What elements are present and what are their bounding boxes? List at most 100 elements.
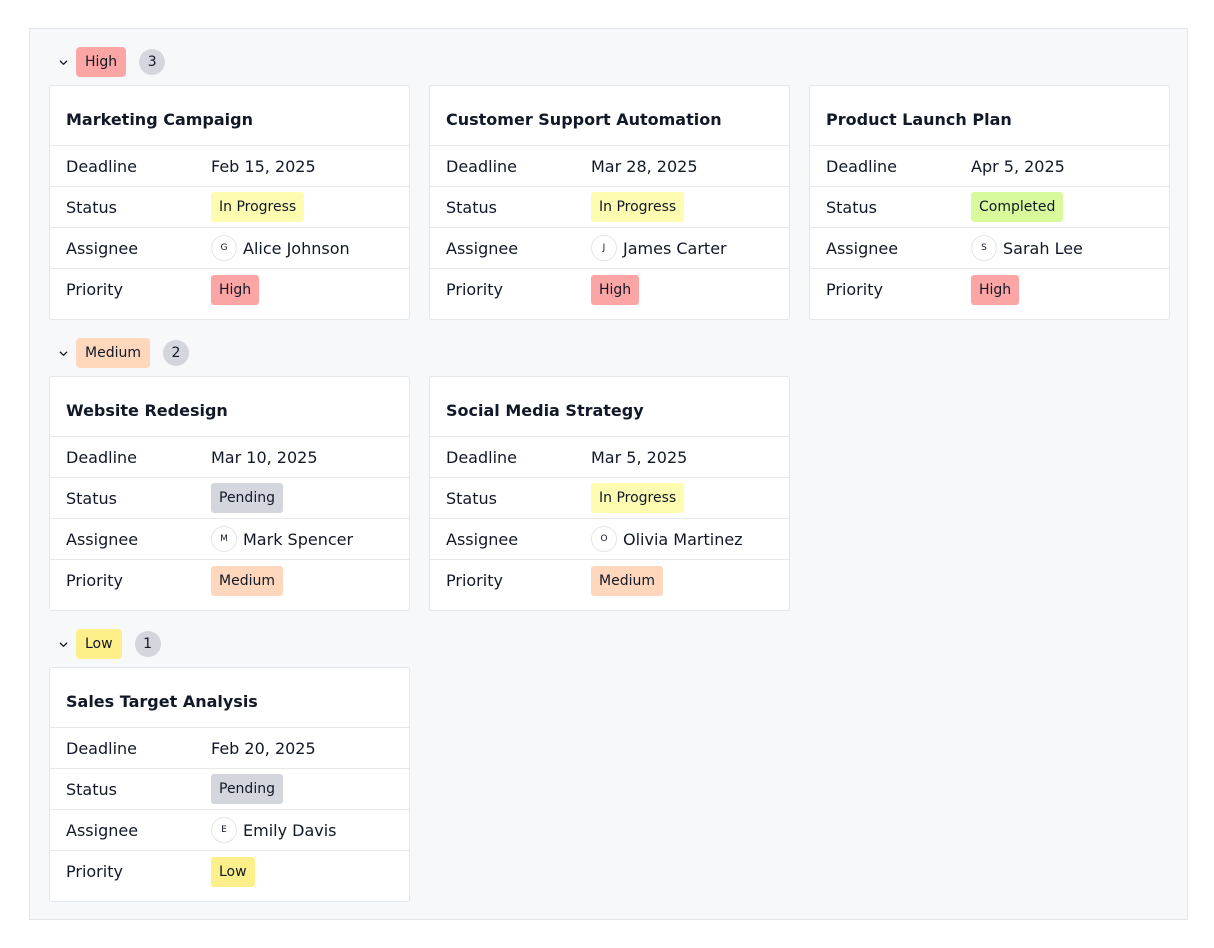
deadline-label: Deadline bbox=[66, 447, 137, 467]
kanban-board: High 3 Marketing Campaign Deadline Feb 1… bbox=[29, 28, 1188, 920]
status-row: Status In Progress bbox=[430, 187, 789, 228]
deadline-value: Mar 5, 2025 bbox=[591, 447, 688, 467]
assignee-name: Mark Spencer bbox=[243, 529, 354, 549]
card-title: Customer Support Automation bbox=[430, 86, 789, 146]
status-label: Status bbox=[66, 197, 117, 217]
priority-row: Priority Medium bbox=[50, 560, 409, 601]
avatar: J bbox=[591, 235, 617, 261]
assignee[interactable]: M Mark Spencer bbox=[211, 526, 353, 552]
assignee[interactable]: S Sarah Lee bbox=[971, 235, 1083, 261]
status-badge[interactable]: In Progress bbox=[591, 483, 685, 513]
assignee-name: Alice Johnson bbox=[243, 238, 350, 258]
status-row: Status Pending bbox=[50, 769, 409, 810]
status-row: Status Pending bbox=[50, 478, 409, 519]
assignee-row: Assignee J James Carter bbox=[430, 228, 789, 269]
status-badge[interactable]: In Progress bbox=[211, 192, 305, 222]
status-row: Status In Progress bbox=[430, 478, 789, 519]
task-card[interactable]: Sales Target Analysis Deadline Feb 20, 2… bbox=[49, 667, 410, 902]
avatar: G bbox=[211, 235, 237, 261]
assignee-row: Assignee M Mark Spencer bbox=[50, 519, 409, 560]
deadline-label: Deadline bbox=[66, 738, 137, 758]
group-badge[interactable]: High bbox=[76, 47, 127, 77]
deadline-value: Mar 10, 2025 bbox=[211, 447, 318, 467]
priority-badge[interactable]: Medium bbox=[591, 565, 663, 596]
card-title: Sales Target Analysis bbox=[50, 668, 409, 728]
priority-badge[interactable]: High bbox=[591, 274, 640, 305]
assignee-row: Assignee G Alice Johnson bbox=[50, 228, 409, 269]
priority-row: Priority Medium bbox=[430, 560, 789, 601]
deadline-row: Deadline Feb 15, 2025 bbox=[50, 146, 409, 187]
priority-badge[interactable]: Medium bbox=[211, 565, 283, 596]
assignee-label: Assignee bbox=[446, 529, 519, 549]
assignee-name: Sarah Lee bbox=[1003, 238, 1083, 258]
deadline-row: Deadline Mar 5, 2025 bbox=[430, 437, 789, 478]
assignee[interactable]: J James Carter bbox=[591, 235, 727, 261]
status-badge[interactable]: In Progress bbox=[591, 192, 685, 222]
group-count: 2 bbox=[162, 340, 189, 366]
deadline-label: Deadline bbox=[66, 156, 137, 176]
assignee-row: Assignee O Olivia Martinez bbox=[430, 519, 789, 560]
assignee-row: Assignee S Sarah Lee bbox=[810, 228, 1169, 269]
task-card[interactable]: Website Redesign Deadline Mar 10, 2025 S… bbox=[49, 376, 410, 611]
avatar: E bbox=[211, 817, 237, 843]
chevron-down-icon[interactable] bbox=[50, 47, 76, 77]
group-badge[interactable]: Low bbox=[76, 629, 122, 659]
priority-row: Priority High bbox=[810, 269, 1169, 310]
assignee[interactable]: E Emily Davis bbox=[211, 817, 337, 843]
card-title: Product Launch Plan bbox=[810, 86, 1169, 146]
status-label: Status bbox=[826, 197, 877, 217]
assignee[interactable]: O Olivia Martinez bbox=[591, 526, 743, 552]
priority-label: Priority bbox=[66, 280, 123, 299]
assignee-name: Olivia Martinez bbox=[623, 529, 743, 549]
deadline-value: Feb 15, 2025 bbox=[211, 156, 316, 176]
deadline-value: Mar 28, 2025 bbox=[591, 156, 698, 176]
deadline-row: Deadline Apr 5, 2025 bbox=[810, 146, 1169, 187]
status-badge[interactable]: Pending bbox=[211, 774, 283, 804]
deadline-row: Deadline Mar 28, 2025 bbox=[430, 146, 789, 187]
task-card[interactable]: Customer Support Automation Deadline Mar… bbox=[429, 85, 790, 320]
assignee-label: Assignee bbox=[826, 238, 899, 258]
assignee-row: Assignee E Emily Davis bbox=[50, 810, 409, 851]
priority-row: Priority Low bbox=[50, 851, 409, 892]
card-title: Marketing Campaign bbox=[50, 86, 409, 146]
task-card[interactable]: Marketing Campaign Deadline Feb 15, 2025… bbox=[49, 85, 410, 320]
status-badge[interactable]: Pending bbox=[211, 483, 283, 513]
priority-label: Priority bbox=[66, 571, 123, 590]
assignee[interactable]: G Alice Johnson bbox=[211, 235, 350, 261]
card-title: Social Media Strategy bbox=[430, 377, 789, 437]
group-header-high: High 3 bbox=[50, 47, 166, 77]
assignee-label: Assignee bbox=[66, 238, 139, 258]
deadline-row: Deadline Feb 20, 2025 bbox=[50, 728, 409, 769]
priority-badge[interactable]: High bbox=[211, 274, 260, 305]
deadline-label: Deadline bbox=[446, 447, 517, 467]
avatar: S bbox=[971, 235, 997, 261]
group-badge[interactable]: Medium bbox=[76, 338, 150, 368]
avatar: M bbox=[211, 526, 237, 552]
deadline-value: Feb 20, 2025 bbox=[211, 738, 316, 758]
avatar: O bbox=[591, 526, 617, 552]
task-card[interactable]: Social Media Strategy Deadline Mar 5, 20… bbox=[429, 376, 790, 611]
group-header-low: Low 1 bbox=[50, 629, 161, 659]
priority-badge[interactable]: High bbox=[971, 274, 1020, 305]
assignee-name: Emily Davis bbox=[243, 820, 337, 840]
status-label: Status bbox=[446, 197, 497, 217]
group-count: 1 bbox=[134, 631, 161, 657]
priority-label: Priority bbox=[826, 280, 883, 299]
status-row: Status Completed bbox=[810, 187, 1169, 228]
status-label: Status bbox=[66, 779, 117, 799]
deadline-label: Deadline bbox=[446, 156, 517, 176]
chevron-down-icon[interactable] bbox=[50, 629, 76, 659]
assignee-label: Assignee bbox=[446, 238, 519, 258]
assignee-name: James Carter bbox=[623, 238, 727, 258]
task-card[interactable]: Product Launch Plan Deadline Apr 5, 2025… bbox=[809, 85, 1170, 320]
status-label: Status bbox=[66, 488, 117, 508]
priority-row: Priority High bbox=[50, 269, 409, 310]
deadline-row: Deadline Mar 10, 2025 bbox=[50, 437, 409, 478]
status-badge[interactable]: Completed bbox=[971, 192, 1064, 222]
card-title: Website Redesign bbox=[50, 377, 409, 437]
assignee-label: Assignee bbox=[66, 529, 139, 549]
chevron-down-icon[interactable] bbox=[50, 338, 76, 368]
deadline-label: Deadline bbox=[826, 156, 897, 176]
priority-badge[interactable]: Low bbox=[211, 856, 255, 887]
assignee-label: Assignee bbox=[66, 820, 139, 840]
